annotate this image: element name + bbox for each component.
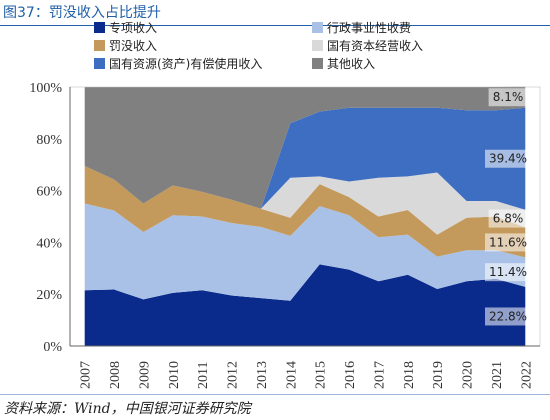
footer-divider bbox=[0, 394, 550, 395]
x-tick-label: 2022 bbox=[519, 361, 534, 389]
x-tick-label: 2009 bbox=[137, 361, 152, 389]
data-label-box bbox=[485, 149, 531, 168]
legend-swatch bbox=[312, 22, 323, 33]
title-bar: 图37：罚没收入占比提升 bbox=[0, 0, 550, 24]
y-tick-label: 40% bbox=[36, 236, 62, 251]
x-tick-label: 2016 bbox=[343, 361, 358, 389]
y-axis: 0% 20% 40% 60% 80% 100% bbox=[29, 81, 71, 355]
y-tick-label: 20% bbox=[36, 288, 62, 303]
data-label: 39.4% bbox=[489, 152, 527, 166]
y-tick-label: 80% bbox=[36, 133, 62, 148]
data-label-box bbox=[485, 307, 531, 326]
legend-swatch bbox=[312, 40, 323, 51]
legend-label: 行政事业性收费 bbox=[327, 21, 411, 35]
data-label-box bbox=[485, 233, 531, 252]
area-series-4 bbox=[84, 107, 526, 210]
data-labels: 8.1% 39.4% 6.8% 11.6% 11.4% 22.8% bbox=[485, 88, 531, 326]
x-tick-label: 2014 bbox=[284, 361, 299, 389]
x-tick-label: 2012 bbox=[226, 361, 241, 389]
data-label: 11.6% bbox=[489, 235, 527, 249]
data-label-box bbox=[488, 209, 528, 228]
x-tick-label: 2021 bbox=[490, 361, 505, 389]
y-tick-label: 60% bbox=[36, 185, 62, 200]
x-tick-label: 2020 bbox=[461, 361, 476, 389]
legend-label: 罚没收入 bbox=[109, 38, 157, 53]
x-tick-label: 2008 bbox=[108, 361, 123, 389]
x-tick-label: 2019 bbox=[431, 361, 446, 389]
area-series-0 bbox=[84, 264, 526, 346]
data-label: 22.8% bbox=[489, 309, 527, 323]
legend-swatch bbox=[312, 58, 323, 69]
legend-label: 国有资本经营收入 bbox=[327, 39, 423, 53]
y-tick-label: 0% bbox=[43, 340, 62, 355]
x-axis: 2007 2008 2009 2010 2011 2012 2013 2014 2015 2016… bbox=[70, 345, 540, 389]
source-note: 资料来源：Wind，中国银河证券研究院 bbox=[4, 401, 251, 417]
plot-area bbox=[69, 86, 541, 347]
area-series-5 bbox=[84, 86, 526, 209]
area-series-2 bbox=[84, 166, 526, 258]
x-tick-label: 2017 bbox=[372, 361, 387, 389]
data-label-box bbox=[488, 88, 528, 107]
legend-swatch bbox=[94, 40, 105, 51]
area-series-3 bbox=[84, 166, 526, 235]
legend-swatch bbox=[94, 22, 105, 33]
data-label-box bbox=[485, 263, 531, 282]
data-label: 11.4% bbox=[489, 265, 527, 279]
data-label: 6.8% bbox=[493, 212, 524, 226]
x-tick-label: 2018 bbox=[402, 361, 417, 389]
legend-label: 专项收入 bbox=[109, 20, 157, 35]
data-label: 8.1% bbox=[493, 90, 524, 104]
x-tick-label: 2011 bbox=[196, 362, 211, 389]
chart-title: 图37：罚没收入占比提升 bbox=[3, 5, 161, 21]
area-series-1 bbox=[84, 203, 526, 301]
x-tick-label: 2010 bbox=[167, 361, 182, 389]
legend-label: 国有资源(资产)有偿使用收入 bbox=[109, 56, 262, 71]
x-tick-label: 2015 bbox=[314, 361, 329, 389]
y-tick-label: 100% bbox=[29, 81, 62, 96]
legend-label: 其他收入 bbox=[327, 57, 375, 71]
x-tick-label: 2013 bbox=[255, 361, 270, 389]
title-divider bbox=[0, 25, 550, 26]
legend-swatch bbox=[94, 58, 105, 69]
x-tick-label: 2007 bbox=[79, 361, 94, 389]
